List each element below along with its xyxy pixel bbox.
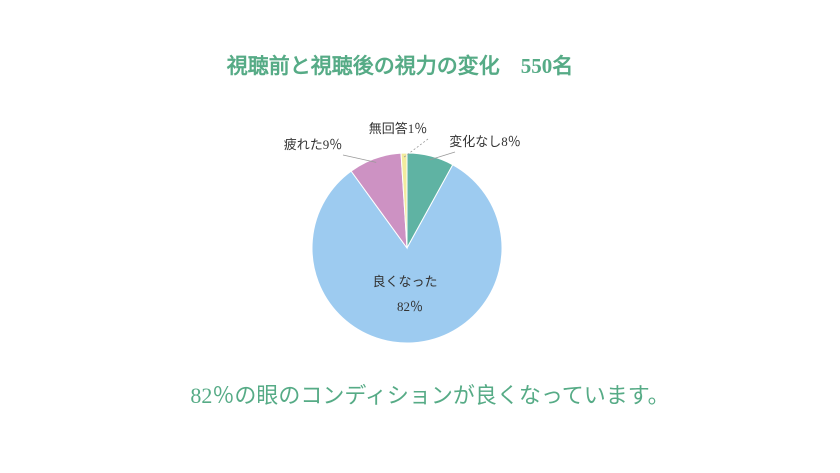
- pie-slice: [400, 152, 408, 249]
- slice-label: 良くなった: [372, 274, 437, 289]
- slice-category: 無回答: [369, 121, 408, 136]
- slice-category: 疲れた: [284, 137, 323, 152]
- slice-label: 無回答1％: [369, 121, 428, 136]
- slice-value-label: 9％: [323, 137, 343, 152]
- slice-value-label: 8％: [501, 134, 521, 149]
- pie-slice: [311, 164, 503, 344]
- slice-label: 変化なし8％: [449, 134, 521, 149]
- leader-line: [403, 138, 429, 158]
- leader-line: [342, 154, 377, 163]
- slice-value-label: 1％: [408, 121, 428, 136]
- chart-title: 視聴前と視聴後の視力の変化 550名: [226, 54, 574, 78]
- annotation: 82％の眼のコンディションが良くなっています。: [190, 383, 669, 408]
- slice-category: 変化なし: [449, 134, 501, 149]
- slice-label: 疲れた9％: [284, 137, 343, 152]
- slice-value-label: 82％: [397, 299, 423, 314]
- leader-line: [429, 151, 456, 161]
